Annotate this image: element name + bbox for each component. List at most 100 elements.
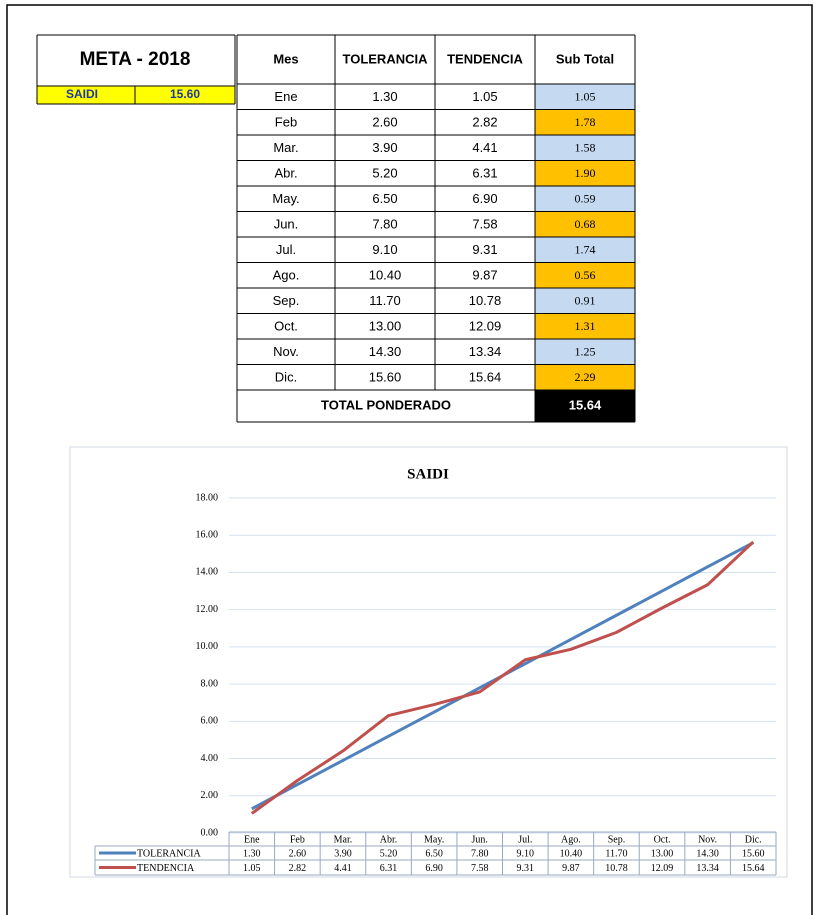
data-table-cell: 15.64 (742, 863, 765, 874)
total-cell (535, 390, 635, 422)
table-cell: 6.50 (372, 191, 397, 206)
table-cell: 15.60 (369, 370, 402, 385)
table-cell: Mar. (273, 140, 298, 155)
table-cell: Oct. (274, 319, 298, 334)
data-table-cell: 7.58 (471, 863, 489, 874)
y-tick-label: 10.00 (196, 641, 219, 652)
total-value: 15.64 (569, 397, 602, 412)
y-tick-label: 14.00 (196, 567, 219, 578)
table-cell: 3.90 (372, 140, 397, 155)
subtotal-cell (535, 237, 635, 263)
series-line (250, 540, 755, 815)
table-cell: Jul. (276, 242, 296, 257)
table-cell: Nov. (273, 344, 299, 359)
table-cell: 2.29 (575, 370, 596, 384)
subtotal-cell (535, 364, 635, 390)
x-tick-label: Ene (244, 834, 260, 845)
data-table-cell: 4.41 (334, 863, 352, 874)
table-cell: May. (272, 191, 299, 206)
table-cell: 1.58 (575, 141, 596, 155)
subtotal-cell (535, 262, 635, 288)
data-table-cell: 13.00 (651, 848, 674, 859)
x-tick-label: Mar. (334, 834, 353, 845)
subtotal-cell (535, 186, 635, 212)
table-cell: 1.90 (575, 166, 596, 180)
y-tick-label: 0.00 (201, 827, 219, 838)
table-cell: 1.05 (472, 89, 497, 104)
chart-title: SAIDI (407, 466, 449, 482)
subtotal-cell (535, 160, 635, 186)
y-tick-label: 4.00 (201, 753, 219, 764)
x-tick-label: Dic. (745, 834, 762, 845)
table-cell: 2.60 (372, 115, 397, 130)
table-cell: 10.78 (469, 293, 502, 308)
meta-row (37, 86, 235, 104)
table-cell: Sep. (273, 293, 300, 308)
table-cell: Feb (275, 115, 297, 130)
table-cell: 6.90 (472, 191, 497, 206)
data-table-cell: 1.30 (243, 848, 261, 859)
table-cell: Ene (274, 89, 297, 104)
table-cell: 12.09 (469, 319, 502, 334)
table-cell: 4.41 (472, 140, 497, 155)
x-tick-label: Jul. (518, 834, 532, 845)
subtotal-cell (535, 109, 635, 135)
data-table-cell: 9.10 (517, 848, 535, 859)
subtotal-cell (535, 313, 635, 339)
data-table-cell: 10.40 (560, 848, 583, 859)
table-cell: 14.30 (369, 344, 402, 359)
subtotal-cell (535, 288, 635, 314)
sheet-border (6, 4, 813, 915)
x-tick-label: Sep. (608, 834, 626, 845)
y-tick-label: 6.00 (201, 716, 219, 727)
table-cell: 7.80 (372, 217, 397, 232)
header-cell: Sub Total (556, 51, 614, 66)
data-table-cell: 7.80 (471, 848, 489, 859)
data-table-cell: 9.87 (562, 863, 580, 874)
table-cell: 0.68 (575, 217, 596, 231)
data-table-cell: 6.31 (380, 863, 398, 874)
table-cell: 1.25 (575, 345, 596, 359)
table-cell: 0.59 (575, 192, 596, 206)
x-tick-label: Abr. (380, 834, 398, 845)
table-cell: 1.30 (372, 89, 397, 104)
table-cell: 5.20 (372, 166, 397, 181)
data-table-cell: 10.78 (605, 863, 628, 874)
meta-label: SAIDI (66, 87, 98, 101)
table-cell: 1.05 (575, 90, 596, 104)
y-tick-label: 8.00 (201, 678, 219, 689)
header-cell: TOLERANCIA (343, 51, 429, 66)
table-cell: 0.91 (575, 294, 596, 308)
subtotal-cell (535, 211, 635, 237)
data-table-cell: 3.90 (334, 848, 352, 859)
data-table-cell: 6.50 (425, 848, 443, 859)
table-cell: 9.10 (372, 242, 397, 257)
subtotal-cell (535, 339, 635, 365)
table-cell: 9.31 (472, 242, 497, 257)
data-table-cell: 6.90 (425, 863, 443, 874)
legend-label: TOLERANCIA (137, 848, 201, 859)
y-tick-label: 12.00 (196, 604, 219, 615)
meta-title: META - 2018 (80, 49, 191, 70)
table-cell: Ago. (273, 268, 300, 283)
x-tick-label: Jun. (472, 834, 488, 845)
header-cell: TENDENCIA (447, 51, 523, 66)
table-cell: 1.74 (575, 243, 596, 257)
data-table-cell: 12.09 (651, 863, 674, 874)
data-table-cell: 1.05 (243, 863, 261, 874)
x-tick-label: Nov. (698, 834, 717, 845)
table-cell: 1.31 (575, 319, 596, 333)
table-cell: 9.87 (472, 268, 497, 283)
table-cell: Jun. (274, 217, 299, 232)
data-table-cell: 9.31 (517, 863, 535, 874)
table-cell: Abr. (274, 166, 297, 181)
data-table-cell: 15.60 (742, 848, 765, 859)
data-table-cell: 13.34 (696, 863, 719, 874)
table-cell: 13.00 (369, 319, 402, 334)
table-cell: 0.56 (575, 268, 596, 282)
meta-value: 15.60 (170, 87, 200, 101)
legend-label: TENDENCIA (137, 863, 195, 874)
table-cell: 13.34 (469, 344, 502, 359)
x-tick-label: Feb (290, 834, 305, 845)
